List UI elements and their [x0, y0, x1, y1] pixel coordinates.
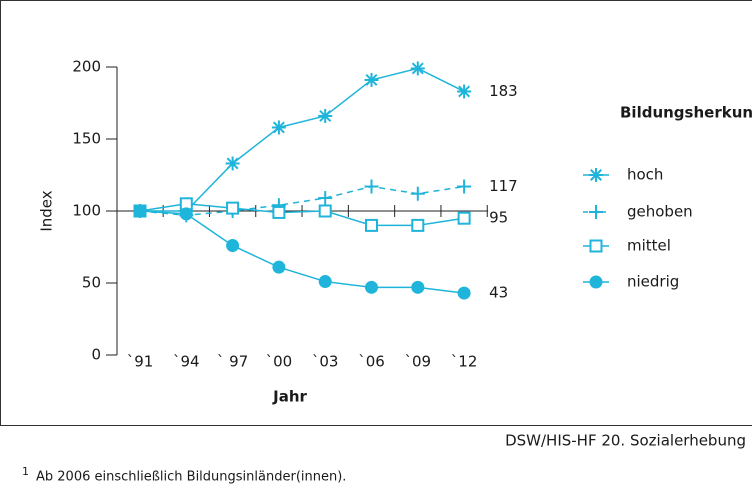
footnote-marker: 1 [22, 465, 29, 478]
y-tick-label: 50 [82, 274, 101, 292]
x-tick-label: `94 [173, 353, 200, 371]
marker [227, 203, 238, 214]
marker [589, 168, 603, 182]
marker-part [134, 205, 147, 218]
x-tick-label: `12 [451, 353, 478, 371]
marker-part [319, 275, 332, 288]
marker [411, 187, 425, 201]
source: DSW/HIS-HF 20. Sozialerhebung [505, 432, 746, 450]
marker [365, 281, 378, 294]
legend-label: gehoben [627, 203, 693, 221]
end-label: 95 [489, 209, 508, 227]
marker-part [272, 261, 285, 274]
end-label: 43 [489, 284, 508, 302]
y-tick-label: 150 [72, 130, 101, 148]
marker-part [365, 281, 378, 294]
marker-part [590, 276, 603, 289]
marker [226, 239, 239, 252]
marker-part [273, 207, 284, 218]
y-tick-label: 100 [72, 202, 101, 220]
marker [318, 109, 332, 123]
marker [590, 276, 603, 289]
legend-label: niedrig [627, 273, 679, 291]
marker [365, 180, 379, 194]
marker [589, 205, 603, 219]
marker [412, 220, 423, 231]
marker [226, 156, 240, 170]
marker [272, 120, 286, 134]
marker [459, 213, 470, 224]
marker-part [226, 239, 239, 252]
marker [320, 206, 331, 217]
x-tick-label: `06 [358, 353, 385, 371]
footnote: Ab 2006 einschließlich Bildungsinländer(… [36, 470, 346, 485]
marker [272, 261, 285, 274]
x-tick-label: ` 97 [217, 353, 248, 371]
marker-part [412, 220, 423, 231]
marker [134, 205, 147, 218]
marker-part [180, 207, 193, 220]
x-tick-label: `00 [266, 353, 293, 371]
marker [273, 207, 284, 218]
marker-part [459, 213, 470, 224]
legend-label: mittel [627, 237, 671, 255]
series-line [140, 68, 464, 211]
x-tick-label: `91 [127, 353, 154, 371]
x-tick-label: `09 [405, 353, 432, 371]
x-tick-label: `03 [312, 353, 339, 371]
marker [365, 73, 379, 87]
marker [457, 84, 471, 98]
legend-label: hoch [627, 166, 663, 184]
y-axis-title: Index [38, 190, 56, 231]
marker-part [591, 241, 602, 252]
x-axis-title: Jahr [272, 388, 307, 406]
marker [366, 220, 377, 231]
legend-title: Bildungsherkunft [620, 104, 752, 122]
marker-part [366, 220, 377, 231]
marker [457, 180, 471, 194]
marker-part [411, 281, 424, 294]
y-tick-label: 200 [72, 58, 101, 76]
marker-part [320, 206, 331, 217]
marker [411, 61, 425, 75]
marker [591, 241, 602, 252]
marker [411, 281, 424, 294]
marker [318, 191, 332, 205]
marker [180, 207, 193, 220]
marker-part [458, 287, 471, 300]
marker [319, 275, 332, 288]
marker-part [227, 203, 238, 214]
marker [458, 287, 471, 300]
y-tick-label: 0 [91, 346, 101, 364]
end-label: 183 [489, 82, 518, 100]
end-label: 117 [489, 177, 518, 195]
